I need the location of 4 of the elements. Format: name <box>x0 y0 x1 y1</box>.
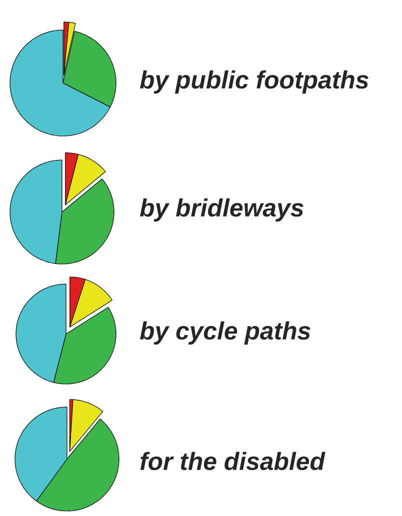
text: for the disabled <box>140 452 326 470</box>
text: by bridleways <box>140 198 304 222</box>
text: by cycle paths <box>140 321 310 345</box>
text: by public footpaths <box>140 70 368 94</box>
